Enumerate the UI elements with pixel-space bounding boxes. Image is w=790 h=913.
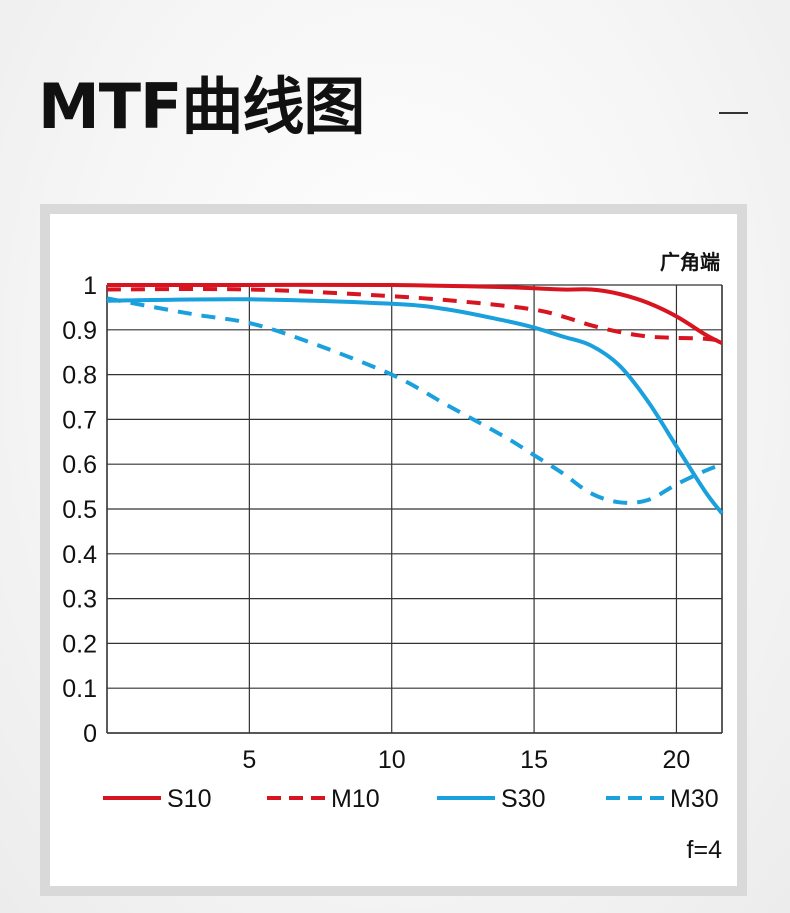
y-tick-label: 0	[83, 720, 97, 748]
y-tick-label: 0.3	[62, 586, 97, 614]
y-tick-label: 0.6	[62, 451, 97, 479]
series-line-s10	[107, 282, 723, 345]
y-tick-label: 0.9	[62, 317, 97, 345]
legend: S10 M10 S30 M30	[103, 785, 719, 813]
series-line-s30	[106, 297, 724, 515]
y-tick-label: 0.5	[62, 496, 97, 524]
label-layer: 00.10.20.30.40.50.60.70.80.915 10 15 20广角端f…	[62, 250, 722, 864]
y-tick-label: 0.7	[62, 406, 97, 434]
x-tick-label: 5	[242, 746, 256, 774]
x-tick-label: 20	[663, 746, 691, 774]
chart-area	[50, 214, 737, 886]
legend-label-m10: M10	[331, 785, 380, 813]
x-tick-label: 10	[378, 746, 406, 774]
corner-label: 广角端	[660, 250, 720, 274]
chart-panel	[40, 204, 747, 896]
grid-layer	[106, 284, 723, 734]
legend-label-s10: S10	[167, 785, 211, 813]
y-tick-label: 1	[83, 272, 97, 300]
y-tick-label: 0.2	[62, 630, 97, 658]
series-layer	[106, 282, 724, 515]
page-title: MTF曲线图	[38, 70, 365, 143]
legend-label-s30: S30	[501, 785, 545, 813]
aperture-label: f=4	[687, 836, 723, 864]
minus-icon	[719, 112, 748, 114]
series-line-m10	[106, 287, 723, 343]
legend-label-m30: M30	[670, 785, 719, 813]
y-tick-label: 0.4	[62, 541, 97, 569]
series-line-m30	[106, 296, 723, 505]
y-tick-label: 0.8	[62, 362, 97, 390]
x-tick-label: 15	[520, 746, 548, 774]
y-tick-label: 0.1	[62, 675, 97, 703]
